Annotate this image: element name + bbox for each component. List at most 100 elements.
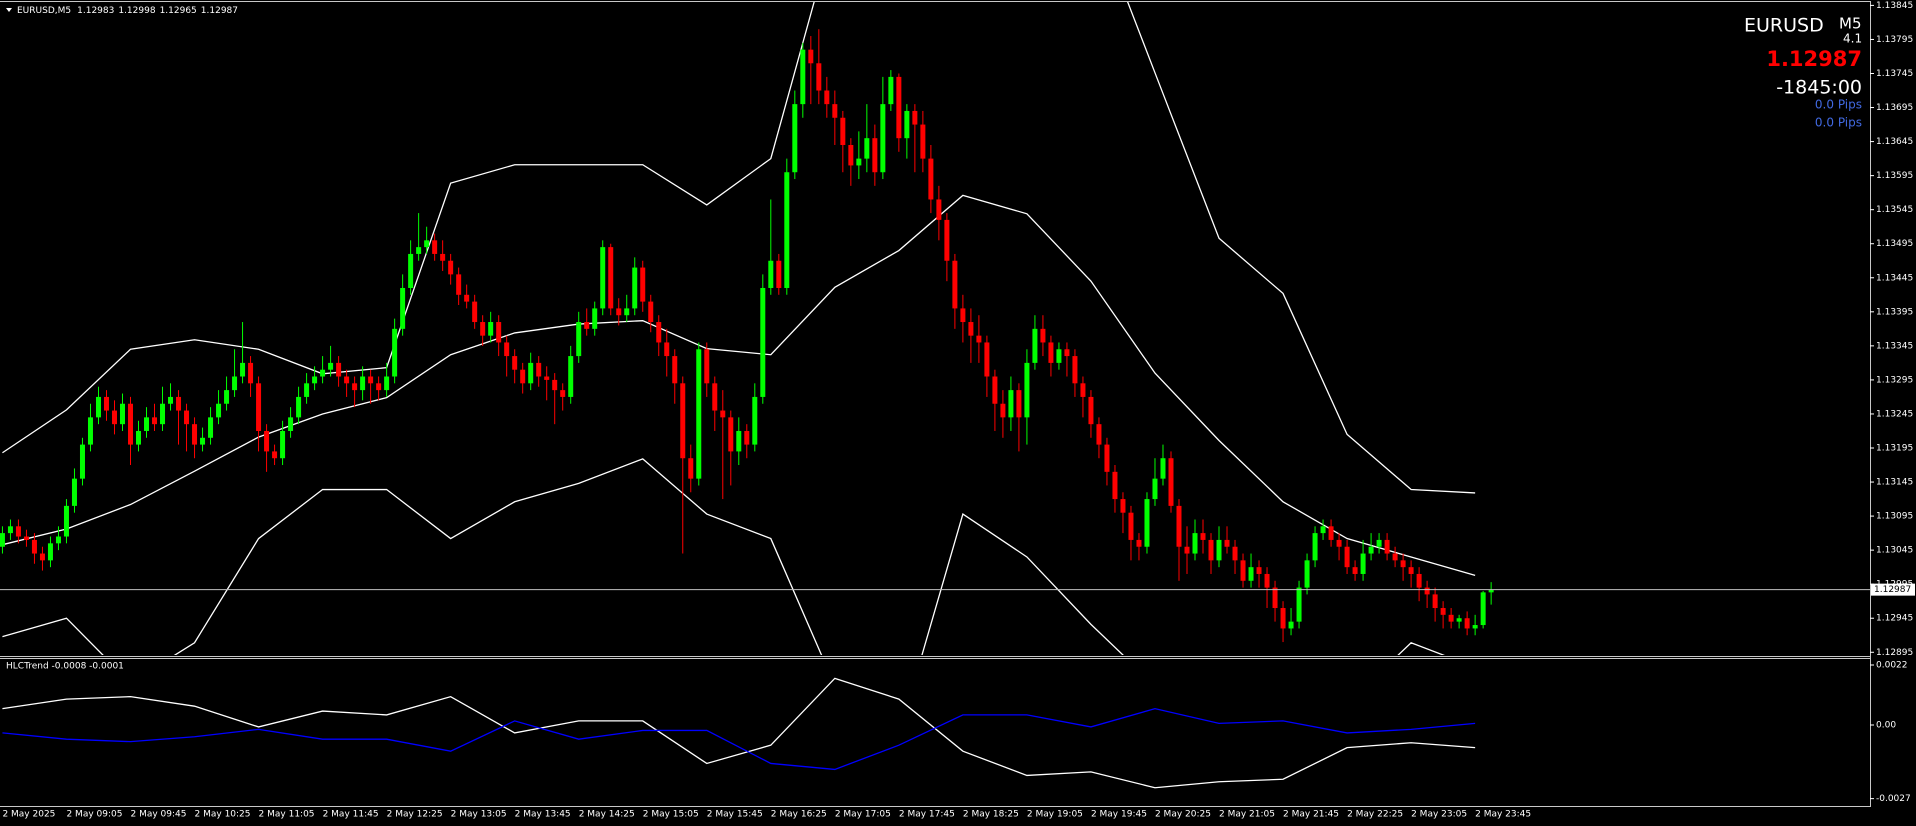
- candle-body: [23, 536, 29, 540]
- candle-body: [1040, 328, 1046, 343]
- candle-body: [7, 526, 13, 534]
- candle-body: [240, 362, 246, 377]
- candle-body: [1024, 362, 1030, 418]
- candle-body: [496, 322, 502, 343]
- candle-body: [1152, 478, 1158, 500]
- candle-body: [1384, 539, 1390, 554]
- candle-body: [536, 362, 542, 377]
- candle-body: [544, 376, 550, 380]
- y-tick-label: 0.00: [1876, 721, 1896, 731]
- menu-icon[interactable]: [6, 8, 12, 12]
- info-price: 1.12987: [1766, 47, 1862, 71]
- candle-body: [552, 379, 558, 391]
- candle-body: [1088, 396, 1094, 425]
- chart-title: EURUSD,M5: [17, 6, 71, 16]
- y-tick-label: 1.13745: [1876, 69, 1913, 79]
- candle-body: [1112, 471, 1118, 500]
- open-value: 1.12983: [77, 6, 114, 16]
- candle-body: [952, 260, 958, 309]
- candle-body: [63, 505, 69, 537]
- candle-body: [936, 199, 942, 220]
- y-tick-label: 1.13145: [1876, 478, 1913, 488]
- candle-body: [312, 376, 318, 384]
- candle-body: [208, 417, 214, 438]
- candle-body: [880, 104, 886, 173]
- candle-body: [408, 253, 414, 288]
- candle-body: [1200, 533, 1206, 540]
- candle-body: [1144, 499, 1150, 547]
- indicator-line: [2, 2, 1476, 494]
- candle-body: [976, 335, 982, 343]
- candle-body: [968, 322, 974, 336]
- y-tick-label: 1.13795: [1876, 35, 1913, 45]
- candle-body: [920, 124, 926, 159]
- candle-body: [128, 403, 133, 445]
- candle-body: [1168, 458, 1174, 506]
- y-tick-label: 1.12895: [1876, 648, 1913, 658]
- candle-body: [560, 390, 566, 397]
- candle-body: [1032, 328, 1038, 363]
- candle-body: [1128, 512, 1134, 540]
- candle-body: [736, 430, 742, 452]
- x-tick-label: 2 May 15:05: [643, 810, 699, 820]
- candle-body: [1488, 589, 1494, 593]
- candle-body: [1344, 546, 1350, 568]
- candle-body: [592, 308, 598, 329]
- candle-body: [15, 526, 21, 537]
- candle-body: [256, 383, 262, 431]
- candle-body: [616, 308, 622, 316]
- candle-body: [1296, 587, 1302, 622]
- candle-body: [328, 362, 334, 370]
- candle-body: [1352, 567, 1358, 574]
- candle-body: [512, 356, 518, 370]
- y-tick-label: 1.13645: [1876, 137, 1913, 147]
- candle-body: [400, 287, 406, 329]
- candle-body: [95, 396, 101, 418]
- candle-body: [47, 543, 53, 561]
- candle-body: [688, 458, 694, 479]
- candle-body: [1392, 553, 1398, 561]
- y-tick-label: 1.13045: [1876, 546, 1913, 556]
- y-tick-label: 1.13295: [1876, 375, 1913, 385]
- candle-body: [1408, 567, 1414, 574]
- candle-body: [904, 110, 910, 139]
- info-timer: -1845:00: [1776, 77, 1862, 99]
- candle-body: [704, 349, 710, 384]
- candle-body: [752, 396, 758, 445]
- candle-body: [168, 396, 174, 404]
- x-tick-label: 2 May 09:05: [66, 810, 122, 820]
- candle-body: [39, 553, 45, 561]
- x-tick-label: 2 May 10:25: [195, 810, 251, 820]
- candle-body: [712, 383, 718, 411]
- x-tick-label: 2 May 16:25: [771, 810, 827, 820]
- chart-header: EURUSD,M5 1.12983 1.12998 1.12965 1.12987: [17, 6, 238, 16]
- candle-body: [776, 260, 782, 288]
- candle-body: [1072, 356, 1078, 384]
- close-value: 1.12987: [201, 6, 238, 16]
- candle-body: [1064, 349, 1070, 357]
- candle-body: [1448, 614, 1454, 622]
- candle-body: [1056, 349, 1062, 363]
- x-tick-label: 2 May 12:25: [387, 810, 443, 820]
- candle-body: [520, 369, 526, 384]
- x-tick-label: 2 May 23:05: [1411, 810, 1467, 820]
- x-tick-label: 2 May 13:05: [451, 810, 507, 820]
- candle-body: [680, 383, 686, 459]
- candle-body: [1424, 587, 1430, 595]
- candle-body: [856, 158, 862, 166]
- candle-body: [119, 403, 125, 425]
- candle-body: [55, 536, 61, 544]
- x-tick-label: 2 May 18:25: [963, 810, 1019, 820]
- x-tick-label: 2 May 23:45: [1475, 810, 1531, 820]
- candle-body: [1224, 539, 1230, 547]
- candle-body: [1464, 618, 1470, 629]
- x-tick-label: 2 May 14:25: [579, 810, 635, 820]
- candle-body: [944, 219, 950, 261]
- indicator-title: HLCTrend -0.0008 -0.0001: [6, 662, 124, 672]
- high-value: 1.12998: [118, 6, 155, 16]
- candle-body: [320, 369, 326, 377]
- candle-body: [1304, 560, 1310, 588]
